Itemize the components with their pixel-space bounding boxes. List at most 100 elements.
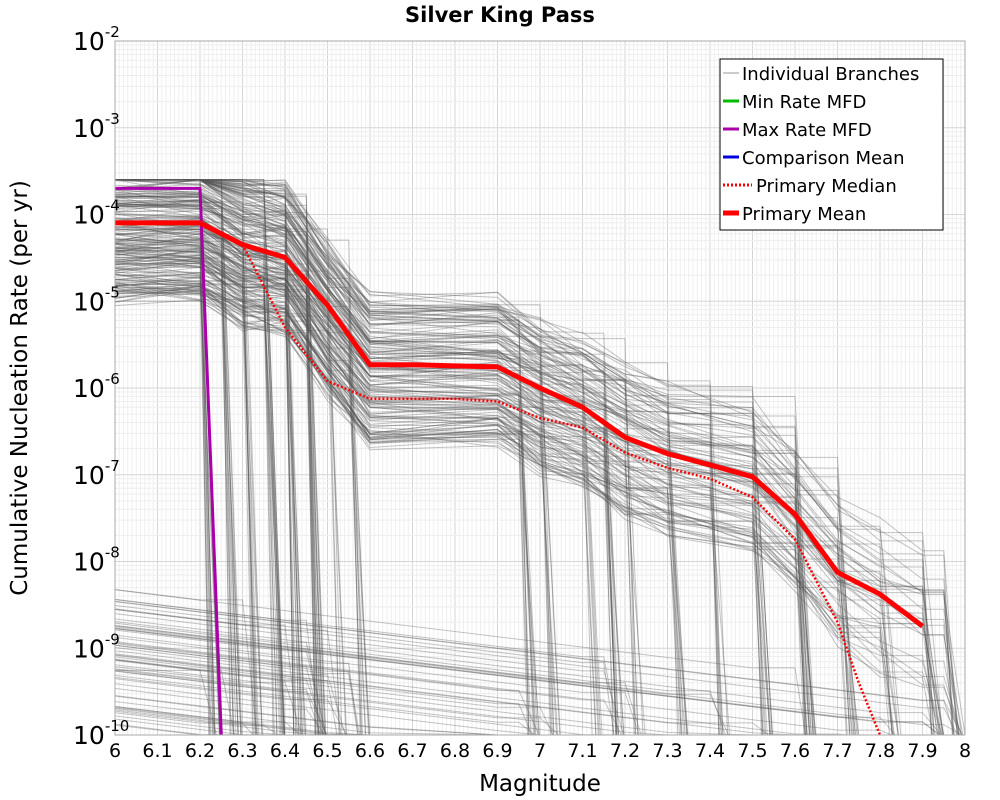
branch-line: [114, 634, 640, 736]
branch-line: [114, 202, 618, 736]
branch-line: [114, 203, 235, 736]
branch-line: [114, 659, 338, 736]
branch-line: [114, 190, 955, 736]
branch-line: [114, 276, 808, 736]
branch-line: [114, 220, 599, 736]
branch-line: [114, 199, 762, 736]
y-tick-label: 10-7: [73, 457, 120, 490]
branch-line: [114, 644, 324, 736]
branch-line: [114, 272, 258, 736]
legend-label-primary-mean: Primary Mean: [742, 204, 866, 225]
x-tick-label: 6.5: [312, 740, 342, 762]
branch-line: [114, 262, 278, 736]
branch-line: [115, 179, 958, 736]
branch-line: [114, 266, 532, 736]
branch-line: [114, 204, 720, 736]
branch-line: [114, 670, 321, 736]
branch-line: [114, 268, 646, 736]
branch-line: [114, 257, 232, 736]
branch-line: [114, 179, 902, 736]
branch-line: [115, 179, 774, 736]
branch-line: [114, 238, 535, 736]
branch-line: [114, 653, 346, 736]
branch-line: [114, 277, 960, 736]
branch-line: [114, 195, 954, 736]
branch-line: [114, 647, 359, 736]
branch-line: [114, 250, 370, 736]
branch-line: [114, 284, 810, 736]
y-tick-label: 10-4: [73, 197, 120, 230]
legend-label-primary-median: Primary Median: [756, 176, 897, 197]
branch-line: [114, 285, 808, 736]
branch-line: [115, 179, 810, 736]
branch-line: [114, 221, 552, 736]
branch-line: [115, 179, 286, 736]
branch-line: [115, 179, 953, 736]
branch-line: [115, 179, 944, 736]
branch-line: [115, 179, 814, 736]
branch-line: [114, 604, 615, 736]
y-tick-label: 10-10: [73, 717, 129, 750]
branch-line: [114, 238, 625, 736]
branch-line: [114, 195, 893, 736]
branch-line: [114, 239, 537, 736]
branch-line: [114, 273, 899, 736]
branch-line: [115, 179, 856, 736]
branch-line: [115, 229, 214, 736]
branch-line: [115, 179, 773, 736]
branch-line: [114, 232, 295, 736]
branch-line: [114, 186, 644, 736]
branch-line: [114, 250, 945, 736]
branch-line: [114, 598, 320, 736]
branch-line: [114, 254, 724, 736]
branch-line: [114, 191, 239, 736]
x-tick-label: 6.1: [142, 740, 172, 762]
branch-line: [114, 232, 772, 736]
x-tick-label: 6: [109, 740, 121, 762]
branch-line: [114, 626, 729, 736]
branch-line: [114, 194, 295, 736]
branch-line: [115, 179, 617, 736]
branch-line: [114, 196, 561, 736]
branch-line: [114, 280, 258, 736]
branch-line: [114, 252, 860, 736]
branch-line: [114, 668, 327, 736]
branch-line: [114, 262, 682, 736]
branch-line: [115, 179, 765, 736]
branch-line: [114, 234, 322, 736]
branch-line: [114, 214, 682, 736]
branch-line: [114, 193, 319, 736]
branch-line: [114, 290, 771, 736]
branch-line: [114, 232, 941, 736]
branch-line: [114, 629, 327, 736]
x-tick-label: 6.6: [355, 740, 385, 762]
branch-line: [114, 221, 297, 736]
branch-line: [114, 253, 555, 736]
branch-line: [115, 247, 214, 736]
branch-line: [114, 179, 935, 736]
y-tick-label: 10-8: [73, 544, 120, 577]
branch-line: [114, 201, 561, 736]
branch-line: [114, 220, 859, 736]
branch-line: [115, 179, 285, 736]
branch-line: [114, 188, 933, 736]
branch-line: [114, 274, 597, 736]
branch-line: [114, 644, 360, 736]
branch-line: [114, 613, 625, 736]
branch-line: [114, 283, 686, 736]
x-tick-label: 7.5: [737, 740, 767, 762]
branch-line: [114, 254, 285, 736]
branch-line: [114, 272, 242, 736]
branch-line: [114, 179, 553, 736]
branch-line: [115, 179, 534, 736]
primary-mean-line: [115, 220, 925, 629]
branch-line: [115, 179, 555, 736]
branch-line: [114, 179, 305, 736]
branch-line: [115, 669, 217, 736]
branch-line: [114, 243, 280, 736]
x-tick-label: 6.2: [185, 740, 215, 762]
branch-line: [114, 636, 359, 736]
branch-line: [115, 179, 216, 736]
